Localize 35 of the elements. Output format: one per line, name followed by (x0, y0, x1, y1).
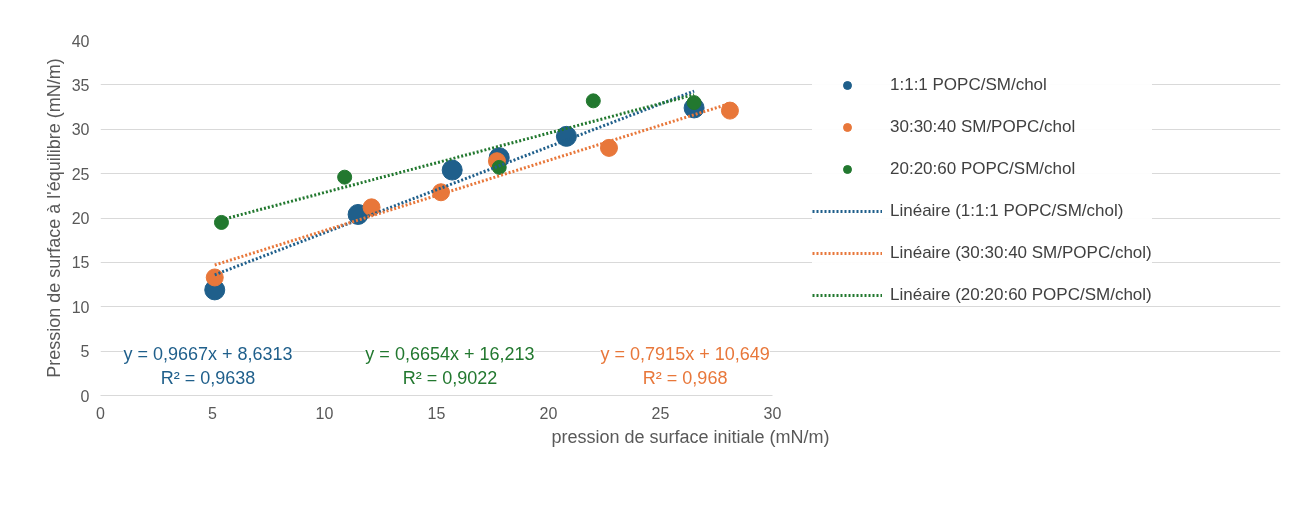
x-tick-label: 10 (315, 404, 334, 422)
y-tick-label: 25 (71, 165, 90, 183)
x-tick-label: 15 (427, 404, 446, 422)
legend-label: Linéaire (20:20:60 POPC/SM/chol) (890, 285, 1152, 305)
point (720, 101, 739, 120)
legend-label: Linéaire (30:30:40 SM/POPC/chol) (890, 243, 1152, 263)
y-tick-label: 30 (71, 121, 90, 139)
point (337, 169, 353, 185)
y-tick-label: 5 (80, 343, 90, 361)
point (205, 268, 224, 287)
x-tick-label: 0 (96, 404, 106, 422)
y-tick-label: 20 (71, 210, 90, 227)
point (213, 214, 229, 230)
x-tick-label: 20 (539, 404, 558, 422)
point (585, 93, 601, 109)
x-tick-label: 30 (763, 404, 782, 422)
legend-label: Linéaire (1:1:1 POPC/SM/chol) (890, 201, 1124, 221)
y-tick-label: 40 (71, 32, 90, 50)
x-tick-label: 25 (651, 404, 670, 422)
legend-label: 20:20:60 POPC/SM/chol (890, 159, 1076, 179)
y-tick-label: 10 (71, 298, 90, 316)
legend-label: 30:30:40 SM/POPC/chol (890, 117, 1076, 137)
y-tick-label: 15 (71, 254, 90, 272)
x-axis-title: pression de surface initiale (mN/m) (551, 426, 830, 447)
point (362, 198, 381, 217)
point (441, 159, 463, 181)
y-tick-label: 35 (71, 76, 90, 94)
annotation: y = 0,6654x + 16,213 R² = 0,9022 (365, 343, 535, 388)
x-tick-label: 5 (208, 404, 218, 422)
legend-label: 1:1:1 POPC/SM/chol (890, 75, 1047, 95)
annotation: y = 0,9667x + 8,6313 R² = 0,9638 (123, 343, 293, 388)
y-axis-title: Pression de surface à l'équilibre (mN/m) (43, 58, 64, 378)
point (599, 138, 618, 157)
y-tick-label: 0 (80, 387, 90, 405)
annotation: y = 0,7915x + 10,649 R² = 0,968 (600, 343, 770, 388)
